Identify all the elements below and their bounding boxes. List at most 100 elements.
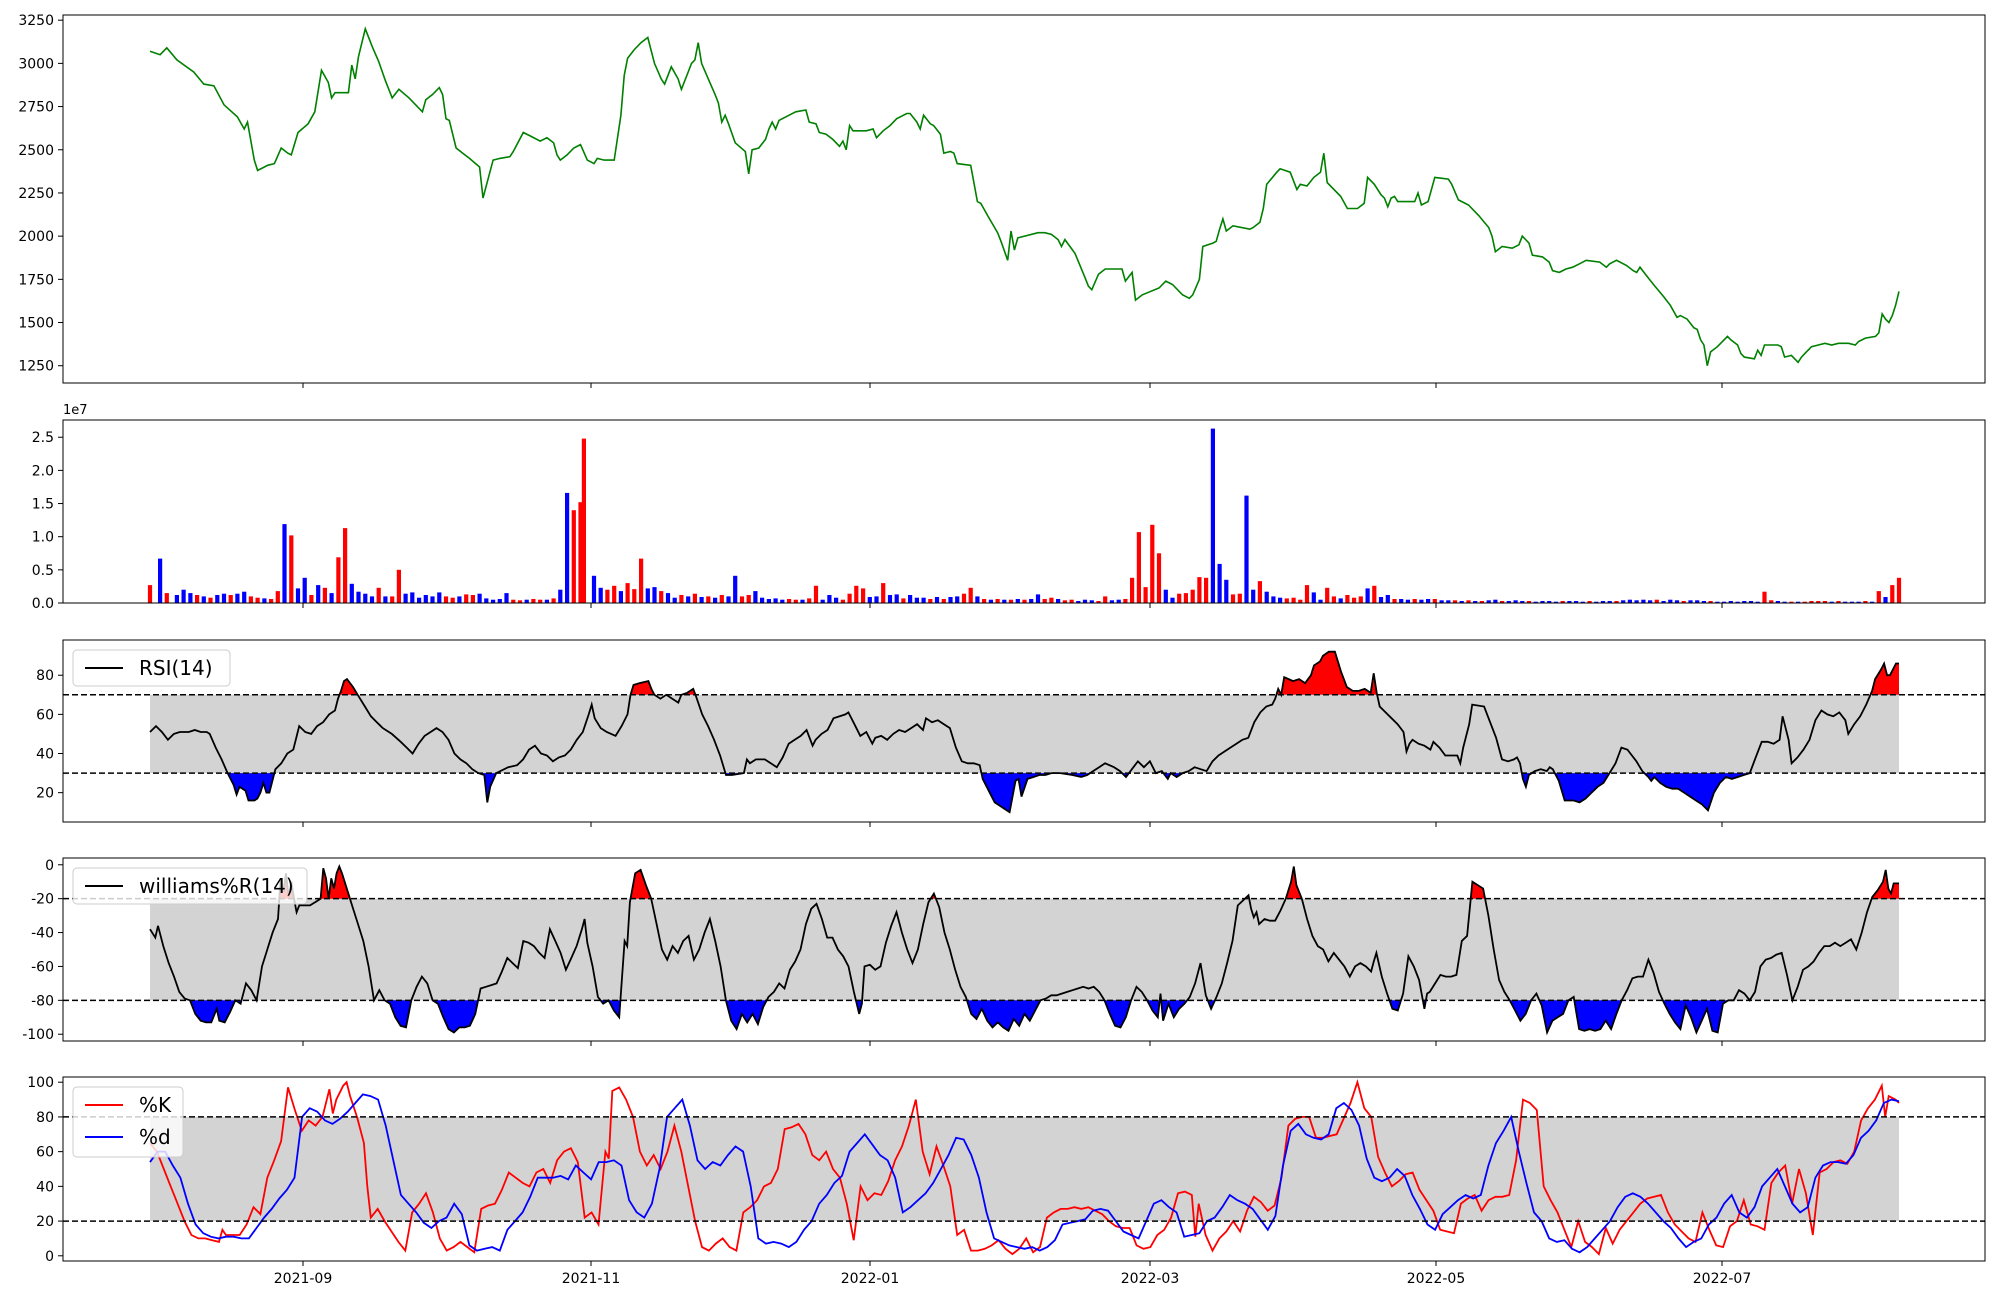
volume-bar bbox=[827, 595, 832, 603]
volume-bar bbox=[242, 591, 247, 603]
volume-bar bbox=[1378, 597, 1384, 603]
y-tick-label: -60 bbox=[31, 959, 54, 975]
y-tick-label: 100 bbox=[27, 1075, 54, 1091]
volume-bar bbox=[571, 510, 576, 603]
x-tick-label: 2022-05 bbox=[1407, 1271, 1466, 1287]
volume-bar bbox=[538, 599, 543, 603]
volume-bars bbox=[147, 428, 1902, 604]
legend-label: williams%R(14) bbox=[139, 874, 294, 898]
y-tick-label: -20 bbox=[31, 892, 54, 908]
indicator-line bbox=[149, 864, 1899, 1036]
volume-bar bbox=[679, 595, 684, 603]
volume-bar bbox=[1775, 601, 1780, 603]
legend: RSI(14) bbox=[72, 649, 231, 687]
volume-bar bbox=[632, 589, 637, 603]
volume-bar bbox=[1197, 577, 1202, 603]
x-tick-label: 2021-09 bbox=[274, 1271, 333, 1287]
volume-bar bbox=[1230, 594, 1236, 603]
volume-bar bbox=[908, 595, 913, 603]
volume-bar bbox=[1291, 597, 1296, 603]
overbought-fill bbox=[340, 679, 358, 695]
volume-bar bbox=[1796, 601, 1801, 603]
volume-bar bbox=[1358, 596, 1363, 603]
volume-bar bbox=[692, 593, 697, 603]
volume-bar bbox=[1244, 495, 1249, 603]
overbought-fill bbox=[1286, 866, 1302, 899]
volume-bar bbox=[188, 593, 193, 603]
volume-bar bbox=[665, 593, 671, 603]
volume-bar bbox=[1089, 600, 1094, 603]
volume-bar bbox=[262, 598, 267, 603]
volume-bar bbox=[1600, 601, 1606, 603]
y-tick-label: 1750 bbox=[18, 272, 54, 288]
neutral-band bbox=[150, 1116, 1899, 1222]
volume-bar bbox=[195, 595, 200, 603]
volume-bar bbox=[383, 596, 388, 603]
volume-bar bbox=[1446, 600, 1451, 603]
volume-bar bbox=[1426, 599, 1431, 603]
volume-bar bbox=[914, 597, 919, 603]
volume-bar bbox=[1822, 601, 1828, 603]
volume-bar bbox=[410, 592, 415, 603]
volume-bar bbox=[1526, 601, 1532, 603]
volume-bar bbox=[1156, 553, 1162, 603]
volume-bar bbox=[753, 591, 758, 603]
volume-bar bbox=[1560, 601, 1565, 603]
volume-bar bbox=[349, 583, 354, 603]
y-tick-label: 3250 bbox=[18, 13, 54, 29]
legend-label: RSI(14) bbox=[139, 656, 213, 680]
volume-bar bbox=[1103, 596, 1108, 603]
volume-bar bbox=[417, 597, 422, 603]
volume-bar bbox=[1123, 599, 1128, 603]
volume-bar bbox=[1385, 595, 1390, 603]
volume-bar bbox=[1890, 585, 1895, 603]
oversold-fill bbox=[1539, 1000, 1568, 1033]
volume-bar bbox=[1251, 589, 1256, 603]
volume-bar bbox=[517, 600, 523, 603]
oversold-fill bbox=[856, 1000, 862, 1014]
volume-bar bbox=[1150, 524, 1155, 603]
axes-frame bbox=[62, 639, 1986, 823]
volume-bar bbox=[1278, 597, 1283, 603]
volume-bar bbox=[1325, 587, 1330, 604]
volume-bar bbox=[1574, 601, 1579, 603]
volume-bar bbox=[430, 596, 435, 603]
volume-bar bbox=[1177, 593, 1182, 603]
volume-bar bbox=[1621, 600, 1626, 603]
volume-bar bbox=[1130, 577, 1135, 603]
volume-bar bbox=[1284, 598, 1289, 603]
overbought-fill bbox=[1870, 663, 1899, 695]
volume-bar bbox=[1654, 599, 1659, 603]
volume-bar bbox=[1883, 597, 1888, 603]
volume-bar bbox=[726, 596, 731, 603]
axes-frame bbox=[62, 857, 1986, 1042]
volume-bar bbox=[706, 596, 711, 603]
volume-bar bbox=[1614, 601, 1619, 603]
volume-bar bbox=[1843, 601, 1848, 603]
volume-bar bbox=[1022, 599, 1027, 603]
volume-bar bbox=[921, 597, 926, 603]
y-tick-label: 1250 bbox=[18, 359, 54, 375]
volume-bar bbox=[1082, 599, 1088, 603]
volume-bar bbox=[1352, 597, 1357, 603]
y-tick-label: 0 bbox=[45, 858, 54, 874]
oversold-fill bbox=[967, 1000, 1040, 1031]
volume-bar bbox=[598, 587, 603, 604]
volume-bar bbox=[1829, 601, 1834, 603]
volume-bar bbox=[390, 596, 395, 603]
volume-bar bbox=[1096, 601, 1101, 603]
volume-bar bbox=[934, 597, 940, 603]
volume-bar bbox=[282, 524, 287, 603]
volume-bar bbox=[1459, 601, 1464, 603]
x-tick-label: 2022-01 bbox=[841, 1271, 900, 1287]
x-tick-label: 2022-03 bbox=[1121, 1271, 1180, 1287]
volume-bar bbox=[1170, 597, 1175, 603]
volume-bar bbox=[847, 593, 852, 603]
volume-bar bbox=[228, 595, 233, 603]
volume-bar bbox=[618, 591, 623, 603]
volume-bar bbox=[1748, 601, 1754, 603]
volume-bar bbox=[961, 593, 967, 603]
oversold-fill bbox=[982, 773, 1051, 813]
volume-bar bbox=[672, 597, 677, 603]
y-tick-label: 0.0 bbox=[32, 596, 54, 612]
